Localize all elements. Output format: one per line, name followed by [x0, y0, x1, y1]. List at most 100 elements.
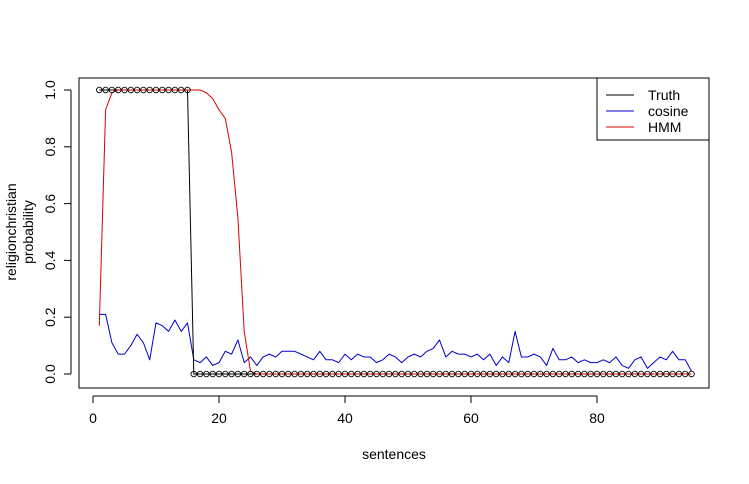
- truth-point: [650, 370, 657, 378]
- truth-point: [259, 370, 267, 378]
- truth-point: [379, 370, 387, 378]
- truth-point: [675, 370, 683, 378]
- truth-point: [656, 370, 664, 378]
- y-tick-label: 1.0: [42, 80, 58, 100]
- truth-point: [644, 370, 651, 378]
- truth-point: [530, 370, 538, 378]
- truth-point: [196, 370, 204, 378]
- legend-box: [596, 77, 710, 141]
- truth-point: [417, 370, 424, 378]
- truth-point: [442, 370, 450, 378]
- truth-point: [618, 370, 626, 378]
- truth-point: [373, 370, 380, 378]
- truth-point: [366, 370, 374, 378]
- truth-point: [152, 86, 160, 94]
- truth-point: [209, 370, 216, 378]
- truth-point: [411, 370, 418, 378]
- truth-point: [537, 370, 544, 378]
- truth-point: [480, 370, 487, 378]
- truth-point: [385, 370, 393, 378]
- truth-point: [102, 86, 109, 94]
- truth-point: [549, 370, 557, 378]
- y-axis: 0.0 0.2 0.4 0.6 0.8 1.0: [42, 80, 72, 384]
- y-tick-label: 0.2: [42, 307, 58, 327]
- truth-point: [499, 370, 506, 378]
- truth-point: [329, 370, 336, 378]
- truth-point: [253, 370, 261, 378]
- truth-point: [322, 370, 330, 378]
- truth-point: [600, 370, 607, 378]
- truth-point: [555, 370, 563, 378]
- truth-point: [114, 86, 122, 94]
- truth-point: [688, 370, 695, 378]
- plot-frame: [78, 77, 710, 389]
- truth-point: [486, 370, 494, 378]
- truth-point: [404, 370, 412, 378]
- truth-point: [543, 370, 550, 378]
- truth-point: [171, 86, 179, 94]
- truth-point: [291, 370, 298, 378]
- x-tick-label: 0: [89, 410, 97, 426]
- truth-point: [278, 370, 286, 378]
- truth-point: [140, 86, 147, 94]
- truth-point: [429, 370, 437, 378]
- truth-point: [146, 86, 153, 94]
- truth-point: [303, 370, 311, 378]
- truth-point: [348, 370, 355, 378]
- truth-point: [285, 370, 292, 378]
- truth-point: [511, 370, 519, 378]
- truth-point: [133, 86, 141, 94]
- y-tick-label: 0.8: [42, 137, 58, 157]
- truth-point: [467, 370, 475, 378]
- truth-point: [518, 370, 525, 378]
- x-axis-title: sentences: [362, 446, 426, 462]
- truth-point: [505, 370, 513, 378]
- truth-point: [234, 370, 242, 378]
- legend: Truth cosine HMM: [596, 77, 710, 141]
- truth-point: [492, 370, 500, 378]
- truth-point: [423, 370, 431, 378]
- truth-point: [108, 86, 116, 94]
- truth-point: [240, 370, 248, 378]
- truth-point: [159, 86, 166, 94]
- y-axis-title-line-2: probability: [20, 200, 36, 264]
- x-tick-label: 20: [211, 410, 227, 426]
- truth-point: [625, 370, 632, 378]
- truth-point: [562, 370, 569, 378]
- truth-point: [669, 370, 676, 378]
- truth-point: [455, 370, 462, 378]
- truth-point: [228, 370, 235, 378]
- x-tick-label: 60: [463, 410, 479, 426]
- legend-label-cosine: cosine: [648, 103, 689, 119]
- x-axis: 0 20 40 60 80: [89, 395, 605, 426]
- truth-point: [184, 86, 191, 94]
- truth-point: [631, 370, 639, 378]
- truth-point: [398, 370, 405, 378]
- truth-point: [587, 370, 594, 378]
- truth-point: [461, 370, 468, 378]
- truth-point: [272, 370, 279, 378]
- truth-point: [354, 370, 361, 378]
- truth-point: [96, 86, 103, 94]
- truth-point: [190, 370, 198, 378]
- x-tick-label: 40: [337, 410, 353, 426]
- truth-point: [606, 370, 613, 378]
- truth-point: [310, 370, 317, 378]
- truth-point: [266, 370, 273, 378]
- truth-point: [612, 370, 620, 378]
- series-line-cosine: [99, 313, 692, 372]
- truth-point: [177, 86, 185, 94]
- truth-point: [215, 370, 223, 378]
- series-line-hmm: [98, 89, 692, 375]
- truth-point: [121, 86, 128, 94]
- truth-point: [524, 370, 531, 378]
- truth-point: [392, 370, 399, 378]
- truth-point: [297, 370, 305, 378]
- legend-label-hmm: HMM: [648, 119, 681, 135]
- truth-point: [681, 370, 689, 378]
- truth-point: [335, 370, 342, 378]
- truth-point: [222, 370, 229, 378]
- truth-point: [568, 370, 576, 378]
- truth-point: [247, 370, 254, 378]
